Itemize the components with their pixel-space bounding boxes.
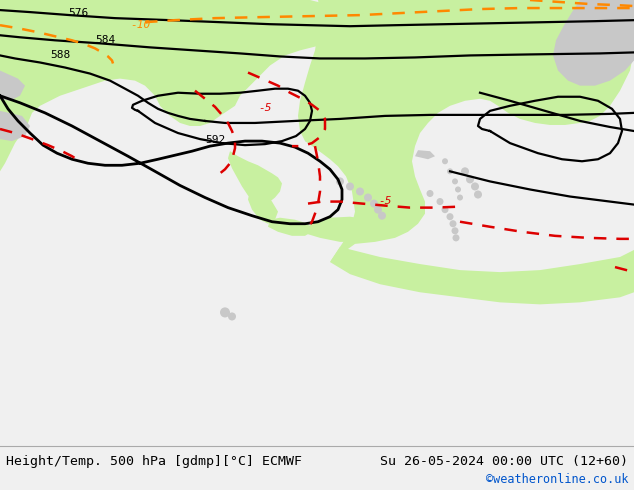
Circle shape bbox=[474, 191, 482, 198]
Polygon shape bbox=[0, 111, 30, 141]
Circle shape bbox=[461, 167, 469, 175]
Circle shape bbox=[466, 175, 474, 183]
Circle shape bbox=[446, 213, 453, 220]
Circle shape bbox=[457, 195, 463, 200]
Polygon shape bbox=[300, 217, 380, 242]
Circle shape bbox=[356, 188, 364, 196]
Text: -5: -5 bbox=[378, 196, 392, 206]
Circle shape bbox=[364, 194, 372, 201]
Circle shape bbox=[374, 206, 382, 214]
Circle shape bbox=[471, 182, 479, 191]
Polygon shape bbox=[268, 218, 312, 236]
Circle shape bbox=[370, 199, 378, 208]
Text: -10: -10 bbox=[130, 20, 150, 30]
Circle shape bbox=[455, 187, 461, 193]
Text: 592: 592 bbox=[205, 135, 225, 145]
Text: 576: 576 bbox=[68, 8, 88, 18]
Polygon shape bbox=[330, 247, 634, 304]
Polygon shape bbox=[0, 0, 355, 172]
Text: Su 26-05-2024 00:00 UTC (12+60): Su 26-05-2024 00:00 UTC (12+60) bbox=[380, 455, 628, 468]
Circle shape bbox=[336, 177, 344, 185]
Polygon shape bbox=[0, 71, 25, 101]
Circle shape bbox=[427, 190, 434, 197]
Polygon shape bbox=[228, 151, 282, 203]
Circle shape bbox=[220, 307, 230, 318]
Circle shape bbox=[442, 158, 448, 164]
Polygon shape bbox=[305, 131, 372, 153]
Circle shape bbox=[228, 313, 236, 320]
Circle shape bbox=[451, 227, 458, 234]
Circle shape bbox=[453, 234, 460, 242]
Text: ©weatheronline.co.uk: ©weatheronline.co.uk bbox=[486, 473, 628, 487]
Circle shape bbox=[378, 212, 386, 220]
Polygon shape bbox=[248, 187, 278, 224]
Circle shape bbox=[441, 206, 448, 213]
Circle shape bbox=[436, 198, 444, 205]
Polygon shape bbox=[375, 141, 408, 156]
Text: Height/Temp. 500 hPa [gdmp][°C] ECMWF: Height/Temp. 500 hPa [gdmp][°C] ECMWF bbox=[6, 455, 302, 468]
Text: -5: -5 bbox=[258, 103, 271, 113]
Circle shape bbox=[447, 168, 453, 174]
Circle shape bbox=[452, 178, 458, 184]
Circle shape bbox=[346, 182, 354, 191]
Text: 588: 588 bbox=[50, 50, 70, 60]
Text: 584: 584 bbox=[95, 35, 115, 46]
Polygon shape bbox=[298, 0, 634, 262]
Circle shape bbox=[450, 220, 456, 227]
Polygon shape bbox=[553, 0, 634, 86]
Polygon shape bbox=[415, 150, 435, 159]
